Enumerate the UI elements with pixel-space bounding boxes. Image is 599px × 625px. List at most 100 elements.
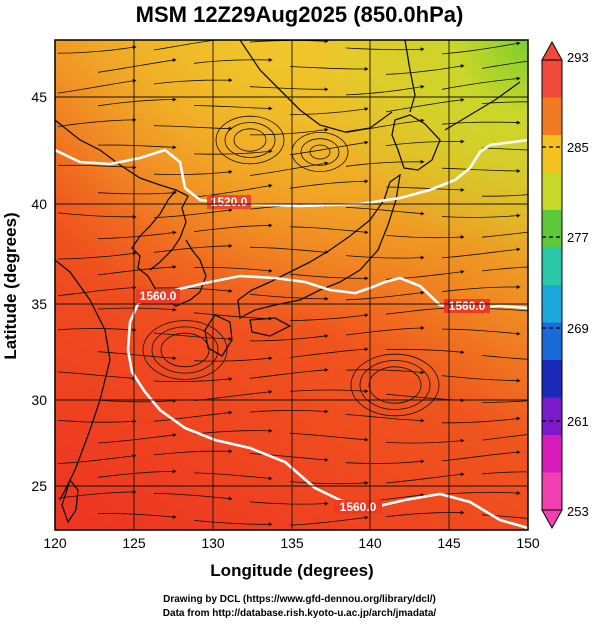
streamline (57, 419, 137, 424)
x-tick-label: 150 (516, 535, 540, 551)
streamline (153, 243, 233, 253)
streamline (345, 326, 425, 336)
streamline (57, 78, 137, 94)
streamline (345, 159, 425, 167)
streamline (153, 287, 233, 293)
streamline (441, 285, 521, 293)
streamline (442, 416, 521, 424)
streamline (441, 120, 521, 125)
streamline (481, 231, 528, 238)
streamline (441, 450, 521, 462)
streamline (441, 328, 521, 336)
colorbar: 293 285 277 269 261 253 (541, 40, 589, 530)
colorbar-label: 253 (567, 504, 589, 519)
streamline (153, 410, 233, 422)
streamline (97, 512, 177, 519)
streamline (481, 147, 528, 151)
colorbar-segment (542, 435, 562, 473)
coastlines (55, 40, 521, 524)
streamline (289, 313, 369, 321)
colorbar-label: 261 (567, 414, 589, 429)
streamline (249, 246, 329, 255)
streamline (481, 434, 528, 441)
streamline (289, 179, 369, 189)
streamline (289, 389, 369, 394)
streamline (481, 60, 528, 69)
streamline (97, 58, 177, 73)
streamline (385, 64, 465, 75)
contour-label: 1520.0 (211, 195, 248, 209)
streamline (385, 98, 465, 113)
streamline (289, 107, 369, 115)
streamline (153, 208, 233, 219)
streamline (441, 375, 521, 383)
streamline (345, 255, 425, 260)
contour-line-north (55, 138, 528, 208)
coastline-korea (131, 189, 207, 307)
streamline (345, 84, 425, 96)
streamline (441, 491, 521, 496)
coastline-honshu (237, 173, 401, 320)
streamline (57, 285, 137, 297)
y-tick-label: 35 (31, 296, 47, 312)
streamline (289, 66, 369, 71)
streamline (193, 266, 273, 273)
streamline (441, 167, 521, 173)
streamline (193, 312, 273, 321)
circulation-swirl (224, 122, 276, 158)
streamline (481, 471, 528, 475)
coastline-taiwan (61, 478, 79, 524)
streamline (441, 247, 521, 259)
streamline (97, 469, 177, 478)
colorbar-label: 277 (567, 230, 589, 245)
streamline (97, 190, 177, 195)
circulation-swirl (215, 115, 285, 165)
streamline (97, 398, 177, 403)
streamline (57, 251, 137, 260)
streamline (249, 86, 329, 92)
streamline (289, 515, 369, 526)
streamline (193, 223, 273, 232)
coastline-sakhalin (404, 40, 416, 113)
streamline (153, 40, 233, 51)
streamline (97, 265, 177, 276)
streamline (249, 293, 329, 301)
colorbar-label: 293 (567, 50, 589, 65)
streamline (153, 332, 233, 341)
colorbar-segment (542, 97, 562, 136)
streamline (345, 206, 425, 216)
streamline (385, 139, 465, 146)
streamline (153, 492, 233, 501)
streamline (441, 213, 521, 218)
colorbar-segments (542, 60, 562, 511)
streamline (385, 348, 465, 355)
streamline (57, 371, 137, 381)
x-axis: 120 125 130 135 140 145 150 Longitude (d… (43, 535, 540, 580)
colorbar-segment (542, 135, 562, 173)
streamline (289, 226, 369, 235)
colorbar-segment (542, 322, 562, 361)
coastline-kyushu (204, 314, 233, 357)
x-tick-label: 130 (201, 535, 225, 551)
streamline (57, 489, 137, 499)
x-tick-label: 120 (43, 535, 67, 551)
streamline (289, 273, 369, 281)
contour-label-box (207, 195, 251, 209)
streamline (153, 449, 233, 456)
streamline (345, 47, 425, 52)
grid-lines (55, 40, 528, 530)
streamline (249, 501, 329, 506)
contour-line-middle (126, 293, 528, 530)
y-tick-label: 30 (31, 392, 47, 408)
streamline (385, 472, 465, 484)
streamline (193, 149, 273, 155)
streamline (441, 41, 521, 55)
colorbar-frame (541, 59, 563, 511)
streamline (249, 127, 329, 136)
circulation-swirl (359, 360, 431, 410)
y-tick-label: 25 (31, 478, 47, 494)
x-tick-label: 135 (280, 535, 304, 551)
colorbar-label: 269 (567, 321, 589, 336)
streamline (193, 389, 273, 401)
